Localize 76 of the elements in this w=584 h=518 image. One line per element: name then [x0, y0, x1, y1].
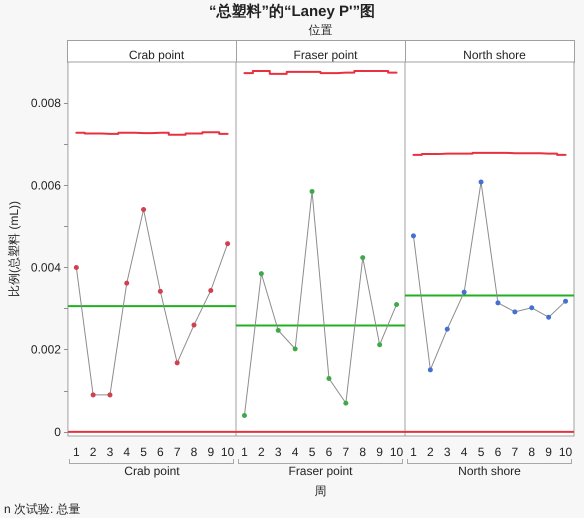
point [377, 342, 382, 348]
x-tick-label: 4 [292, 445, 299, 459]
chart-title: North shore [463, 48, 526, 62]
x-tick-label: 3 [444, 445, 451, 459]
point [343, 400, 348, 406]
x-tick-label: 6 [494, 445, 502, 459]
point [208, 288, 214, 294]
point [174, 360, 180, 366]
point [360, 255, 366, 260]
x-tick-label: 2 [258, 445, 266, 459]
x-tick-label: 1 [410, 445, 418, 459]
x-tick-label: 8 [359, 445, 366, 459]
x-tick-label: 10 [558, 445, 573, 459]
point [462, 290, 467, 295]
x-tick-label: 5 [308, 445, 316, 459]
point [225, 241, 230, 246]
chart-title: Fraser point [293, 48, 358, 62]
text: n 次试验: 总量 [4, 501, 81, 518]
point [428, 367, 433, 372]
point [410, 233, 416, 238]
y-tick-label: 0.008 [30, 96, 62, 110]
x-tick-label: 2 [427, 445, 434, 459]
point [258, 271, 264, 276]
point [394, 302, 400, 307]
text: “总塑料”的“Laney P'”图 [209, 2, 376, 21]
text: 位置 [308, 22, 332, 39]
x-tick-label: 3 [106, 445, 114, 459]
y-tick-label: 0.004 [30, 260, 62, 274]
text: 周 [314, 483, 326, 500]
x-tick-label: 6 [326, 445, 333, 459]
x-axis-title: Fraser point [288, 464, 354, 478]
point [529, 305, 534, 310]
point [495, 300, 500, 306]
point [141, 207, 146, 212]
point [242, 412, 247, 418]
point [74, 264, 79, 270]
x-tick-label: 1 [72, 445, 80, 459]
point [191, 322, 196, 328]
point [546, 314, 552, 320]
x-axis-title: North shore [458, 464, 522, 478]
point [107, 392, 112, 398]
x-tick-label: 6 [157, 445, 164, 459]
point [90, 392, 96, 398]
point [276, 328, 281, 333]
point [310, 188, 315, 194]
chart-title: Crab point [128, 48, 185, 62]
point [158, 288, 163, 294]
x-tick-label: 10 [220, 445, 235, 459]
point [563, 298, 568, 304]
y-tick-label: 0.002 [30, 342, 62, 357]
x-tick-label: 3 [274, 445, 282, 459]
y-axis-title: 比例(总塑料 (mL)) [7, 201, 21, 297]
x-tick-label: 7 [512, 445, 519, 459]
x-tick-label: 2 [90, 445, 97, 459]
x-axis-title: Crab point [124, 464, 180, 478]
point [292, 346, 298, 352]
point [444, 326, 450, 332]
y-tick-label: 0 [54, 424, 62, 439]
x-tick-label: 7 [174, 445, 181, 459]
point [478, 180, 484, 185]
point [326, 376, 332, 381]
x-tick-label: 8 [528, 445, 536, 459]
x-tick-label: 4 [460, 445, 468, 459]
point [512, 309, 518, 314]
x-tick-label: 8 [190, 445, 198, 459]
x-tick-label: 7 [342, 445, 350, 459]
x-tick-label: 9 [376, 445, 384, 459]
x-tick-label: 4 [123, 445, 130, 459]
x-tick-label: 5 [478, 445, 485, 459]
x-tick-label: 9 [545, 445, 552, 459]
x-tick-label: 1 [241, 445, 248, 459]
x-tick-label: 10 [390, 445, 404, 459]
y-tick-label: 0.006 [30, 178, 62, 192]
x-tick-label: 5 [140, 445, 148, 459]
x-tick-label: 9 [207, 445, 214, 459]
point [124, 280, 130, 286]
